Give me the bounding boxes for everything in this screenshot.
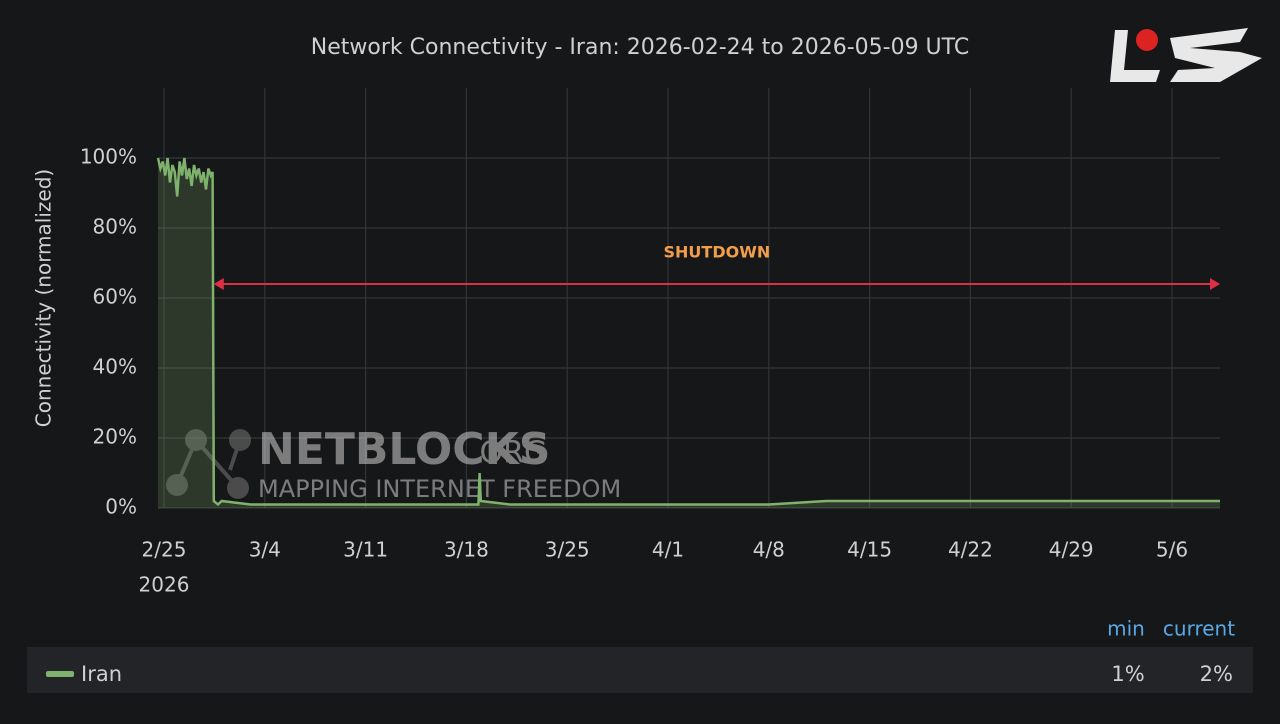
watermark-title: NETBLOCKS <box>258 424 550 475</box>
x-tick-label: 3/18 <box>444 538 489 562</box>
y-tick-label: 60% <box>93 285 137 309</box>
y-tick-label: 0% <box>105 495 137 519</box>
legend-stat-header: min <box>1107 617 1145 641</box>
arrow-head <box>213 278 224 290</box>
y-axis-label: Connectivity (normalized) <box>32 169 56 427</box>
y-tick-label: 40% <box>93 355 137 379</box>
watermark-suffix: .ORG <box>470 436 547 471</box>
watermark-tagline: MAPPING INTERNET FREEDOM <box>258 475 621 503</box>
y-tick-label: 20% <box>93 425 137 449</box>
x-tick-label: 3/25 <box>545 538 590 562</box>
legend-stat-header: current <box>1163 617 1235 641</box>
x-tick-label: 2/25 <box>142 538 187 562</box>
arrow-head <box>1210 278 1220 290</box>
legend-stat-value: 1% <box>1111 662 1144 686</box>
series-line <box>156 157 1220 507</box>
legend-swatch <box>46 671 74 677</box>
x-tick-label: 4/1 <box>652 538 684 562</box>
x-tick-label: 3/4 <box>249 538 281 562</box>
x-tick-label: 4/15 <box>847 538 892 562</box>
legend-row <box>27 647 1253 693</box>
legend-stat-value: 2% <box>1200 662 1233 686</box>
x-year-label: 2026 <box>139 573 190 597</box>
chart-title: Network Connectivity - Iran: 2026-02-24 … <box>311 35 969 60</box>
y-tick-label: 80% <box>93 215 137 239</box>
grid <box>158 88 1220 509</box>
watermark: NETBLOCKS .ORG MAPPING INTERNET FREEDOM <box>166 424 621 503</box>
x-tick-label: 4/8 <box>753 538 785 562</box>
logo <box>1110 28 1262 82</box>
legend-label: Iran <box>81 662 122 686</box>
x-tick-label: 4/22 <box>948 538 993 562</box>
y-tick-label: 100% <box>80 145 137 169</box>
annotation-label: SHUTDOWN <box>664 243 771 262</box>
x-tick-label: 4/29 <box>1049 538 1094 562</box>
x-tick-label: 3/11 <box>343 538 388 562</box>
x-tick-label: 5/6 <box>1156 538 1188 562</box>
